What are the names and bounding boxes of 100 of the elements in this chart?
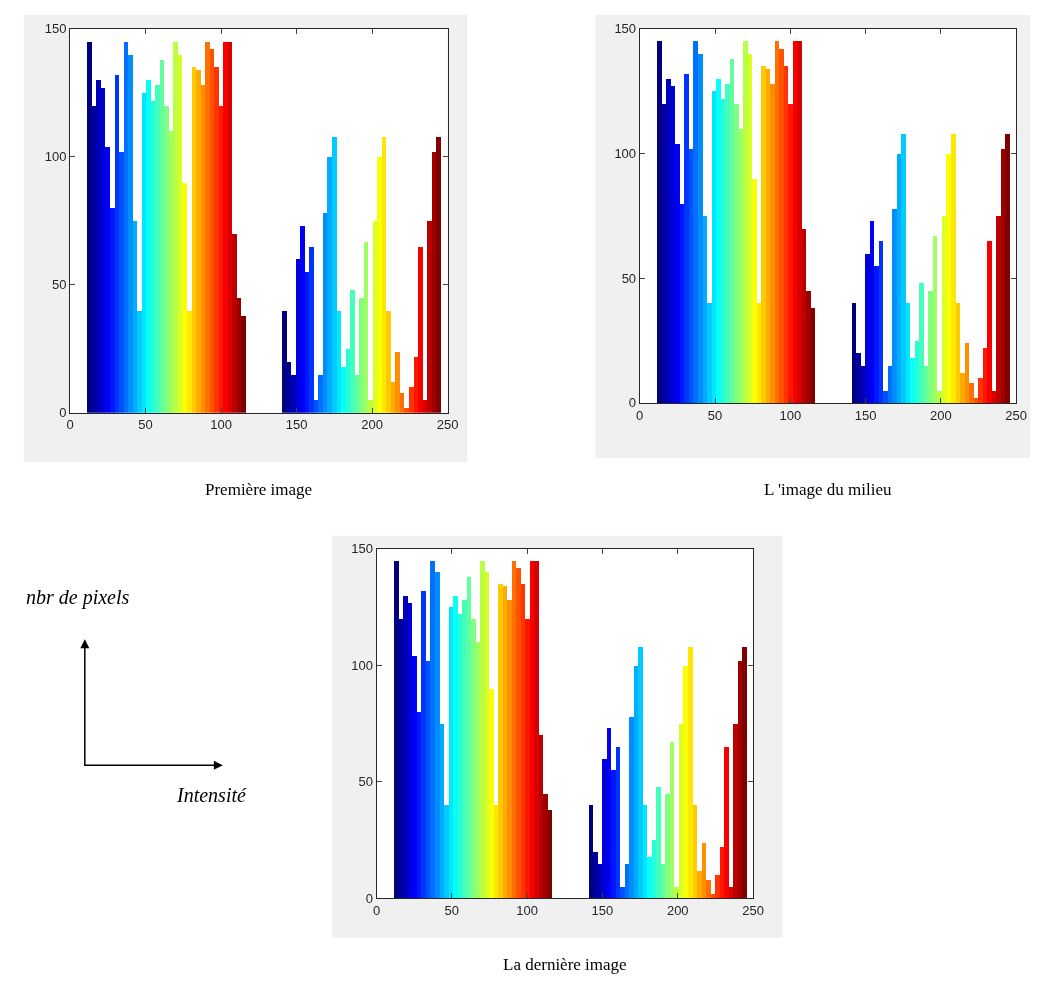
bar [237,297,242,413]
bar [714,874,720,899]
bar [909,357,915,403]
bar [452,595,458,899]
bar [896,153,901,403]
y-tick-label: 150 [351,541,373,557]
bar [810,307,815,403]
bar [241,315,247,413]
bar [420,590,426,899]
bar [720,98,725,403]
x-tick-label: 100 [210,417,232,433]
bar [597,863,602,899]
bar [633,665,638,899]
bar [529,560,534,899]
bar [723,746,729,899]
bar [932,235,937,403]
x-tick-label: 50 [138,417,153,433]
bar [350,289,356,413]
bar [878,240,883,403]
bar [323,212,328,413]
bar [355,374,360,413]
bar [683,73,689,403]
bar [801,228,806,403]
bar [991,390,996,403]
bar [696,870,702,899]
bar [711,90,716,403]
bar [742,40,748,403]
bar [783,65,788,403]
bar [364,241,369,413]
y-tick-label: 50 [358,774,373,790]
bar [682,665,688,899]
bar [395,351,401,413]
bar [651,839,656,899]
y-tick-label: 50 [621,270,637,286]
bar [941,215,946,403]
bar [977,377,983,403]
bar [115,74,120,413]
bar [588,804,593,899]
bar [282,310,288,413]
bar [547,809,552,899]
y-tick-label: 0 [365,890,373,906]
bar [887,365,892,403]
bar [674,143,680,403]
bar [318,374,324,413]
bar [787,103,793,403]
bar [891,208,897,403]
bar [747,53,752,403]
bar [101,87,106,413]
bar [346,348,351,413]
bar [173,41,179,413]
bar [760,65,766,403]
bar [124,41,129,413]
bar [436,136,442,413]
x-tick-label: 200 [930,407,952,423]
bar [805,290,811,403]
bar [719,846,724,899]
y-tick-label: 150 [614,21,637,37]
bar [538,734,543,899]
bar [506,599,512,899]
bar [688,148,693,403]
bar [497,583,503,899]
bar [187,310,193,413]
bar [314,399,319,413]
x-tick-label: 150 [285,417,308,433]
bar [968,382,974,403]
bar [151,100,156,413]
bar [918,282,924,403]
bar [964,342,969,403]
x-tick-label: 150 [854,407,877,423]
bar [619,886,625,899]
bar [679,203,684,403]
x-tick-label: 100 [516,902,538,918]
bar [400,392,405,413]
bar [606,727,611,899]
bar [382,136,387,413]
bar [533,560,539,899]
bar [398,618,403,899]
bar [882,390,888,403]
bar [488,688,494,899]
bar [214,66,220,413]
bar [860,365,865,403]
bar [1004,133,1010,403]
bar [927,290,933,403]
bar [155,84,161,413]
bar [982,347,987,403]
bar [414,356,419,413]
bar [205,41,211,413]
bar [728,886,733,899]
y-tick-label: 50 [51,277,67,293]
bar [232,233,238,413]
text: nbr de pixels [26,586,130,609]
bar [305,271,310,413]
y-tick-label: 150 [44,21,67,37]
bar [439,723,444,899]
bar [692,40,698,403]
bar [995,215,1001,403]
bar [542,793,548,899]
x-tick-label: 100 [779,407,802,423]
bar [146,79,152,413]
bar [664,793,670,899]
